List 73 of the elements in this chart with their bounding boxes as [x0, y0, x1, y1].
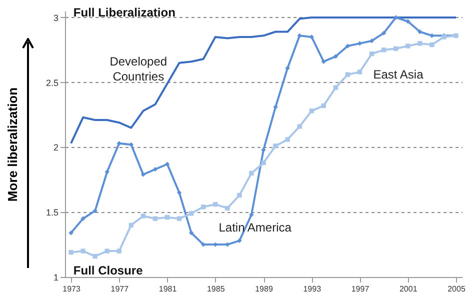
- point: [128, 222, 134, 228]
- point: [285, 66, 290, 70]
- point: [418, 41, 422, 46]
- point: [176, 190, 182, 196]
- point: [261, 160, 266, 166]
- point: [369, 38, 374, 44]
- y-tick-label: 1.5: [46, 208, 58, 218]
- x-tick-label: 1981: [158, 284, 178, 294]
- point: [80, 216, 86, 221]
- point: [406, 44, 410, 48]
- point: [176, 216, 182, 221]
- point: [321, 103, 326, 108]
- point: [393, 46, 398, 51]
- series-label: Developed Countries: [110, 54, 168, 84]
- annotation: Full Closure: [73, 264, 144, 278]
- point: [104, 170, 110, 174]
- point: [237, 238, 242, 244]
- point: [213, 202, 218, 207]
- x-tick-label: 1993: [303, 284, 322, 294]
- point: [418, 29, 422, 34]
- point: [333, 85, 338, 90]
- y-tick-label: 1: [53, 272, 58, 282]
- series-label: Latin America: [218, 220, 292, 235]
- point: [68, 250, 74, 255]
- point: [321, 59, 326, 64]
- y-axis-title: More liberalization: [4, 87, 20, 202]
- point: [309, 34, 314, 40]
- point: [225, 206, 230, 211]
- point: [188, 211, 194, 216]
- point: [68, 230, 74, 236]
- point: [369, 51, 374, 56]
- x-tick-label: 2005: [448, 284, 466, 294]
- x-tick-label: 1997: [351, 284, 370, 294]
- point: [297, 33, 302, 38]
- x-tick-label: 1989: [255, 284, 274, 294]
- point: [152, 216, 158, 221]
- point: [381, 30, 386, 36]
- point: [357, 70, 362, 74]
- point: [92, 254, 98, 259]
- point: [273, 104, 278, 110]
- x-tick-label: 1977: [110, 284, 130, 294]
- point: [80, 248, 86, 254]
- x-tick-label: 1985: [206, 284, 226, 294]
- y-tick-label: 2.5: [46, 78, 58, 88]
- point: [285, 137, 290, 142]
- point: [92, 208, 98, 214]
- series-label: East Asia: [373, 68, 424, 82]
- point: [104, 248, 110, 254]
- point: [309, 108, 314, 114]
- annotation: Full Liberalization: [73, 5, 176, 20]
- point: [297, 124, 302, 129]
- point: [249, 170, 254, 176]
- point: [152, 166, 158, 172]
- point: [345, 72, 350, 77]
- y-tick-label: 2: [53, 142, 58, 153]
- point: [237, 192, 242, 198]
- line-series: [70, 16, 457, 144]
- point: [164, 214, 170, 220]
- point: [116, 248, 122, 254]
- point: [116, 141, 122, 146]
- point: [164, 162, 170, 166]
- point: [381, 48, 386, 52]
- y-tick-label: 3: [53, 12, 58, 23]
- point: [333, 54, 338, 59]
- point: [188, 230, 194, 236]
- x-tick-label: 1973: [62, 284, 81, 294]
- point: [140, 214, 146, 218]
- point: [430, 42, 434, 48]
- point: [273, 144, 278, 148]
- point: [201, 204, 206, 210]
- x-tick-label: 2001: [399, 284, 418, 294]
- point: [406, 19, 410, 24]
- point: [140, 172, 146, 177]
